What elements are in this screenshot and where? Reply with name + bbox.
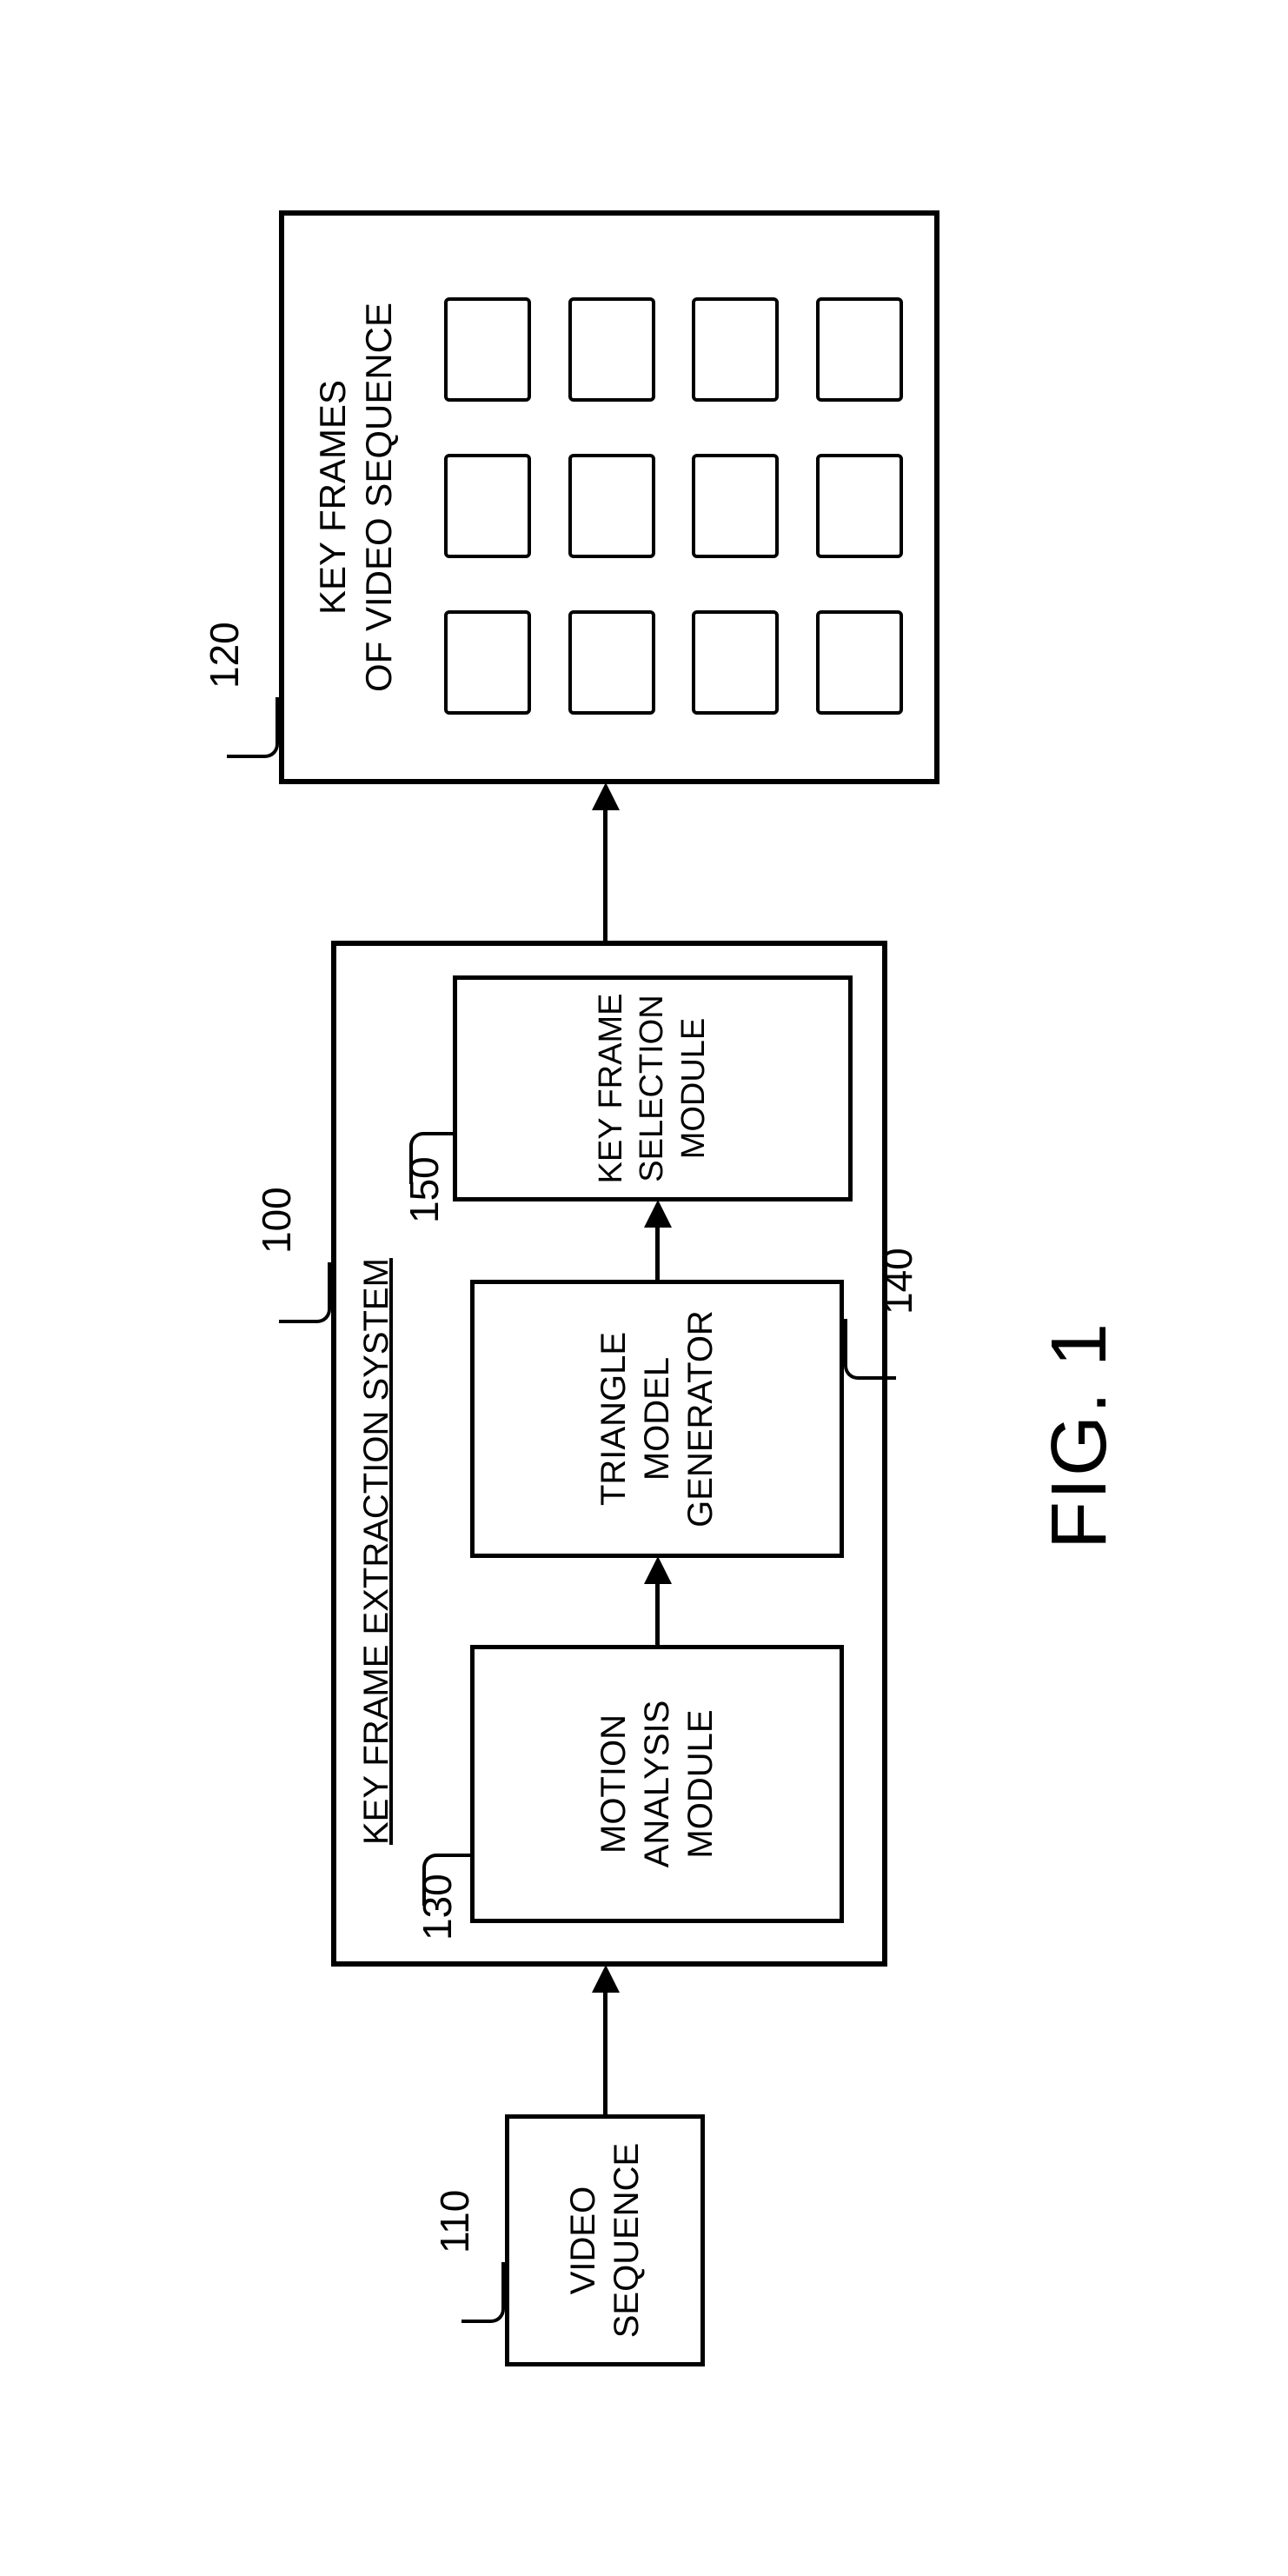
thumbs-grid — [444, 280, 913, 715]
selection-module-box: KEY FRAME SELECTION MODULE — [453, 975, 853, 1201]
ref-lead-100 — [279, 1262, 331, 1323]
ref-lead-140 — [844, 1319, 896, 1380]
arrow-triangle-to-selection-head — [644, 1200, 672, 1228]
ref-140: 140 — [874, 1248, 921, 1315]
triangle-module-box: TRIANGLE MODEL GENERATOR — [470, 1280, 844, 1558]
thumb-frame — [692, 610, 779, 715]
thumb-frame — [444, 297, 531, 402]
ref-150: 150 — [401, 1156, 448, 1223]
motion-module-box: MOTION ANALYSIS MODULE — [470, 1645, 844, 1923]
figure-label: FIG. 1 — [1035, 1321, 1125, 1548]
ref-130: 130 — [414, 1874, 461, 1940]
thumb-frame — [444, 454, 531, 558]
thumb-frame — [816, 454, 903, 558]
thumb-frame — [444, 610, 531, 715]
thumb-frame — [692, 454, 779, 558]
arrow-vs-to-system — [603, 1991, 607, 2114]
arrow-system-to-output — [603, 809, 607, 941]
arrow-motion-to-triangle — [655, 1582, 660, 1645]
arrow-triangle-to-selection — [655, 1226, 660, 1280]
diagram-canvas: VIDEO SEQUENCE 110 KEY FRAME EXTRACTION … — [123, 158, 1165, 2419]
ref-100: 100 — [253, 1187, 300, 1254]
video-sequence-box: VIDEO SEQUENCE — [505, 2114, 705, 2366]
thumb-frame — [816, 610, 903, 715]
thumb-frame — [816, 297, 903, 402]
thumb-frame — [568, 610, 655, 715]
ref-lead-110 — [461, 2262, 505, 2323]
thumb-frame — [568, 454, 655, 558]
ref-110: 110 — [431, 2189, 478, 2253]
arrow-vs-to-system-head — [592, 1965, 620, 1993]
thumb-frame — [568, 297, 655, 402]
system-title: KEY FRAME EXTRACTION SYSTEM — [357, 1258, 396, 1845]
arrow-motion-to-triangle-head — [644, 1556, 672, 1584]
ref-lead-120 — [227, 697, 279, 758]
arrow-system-to-output-head — [592, 782, 620, 810]
ref-120: 120 — [201, 622, 248, 689]
thumb-frame — [692, 297, 779, 402]
